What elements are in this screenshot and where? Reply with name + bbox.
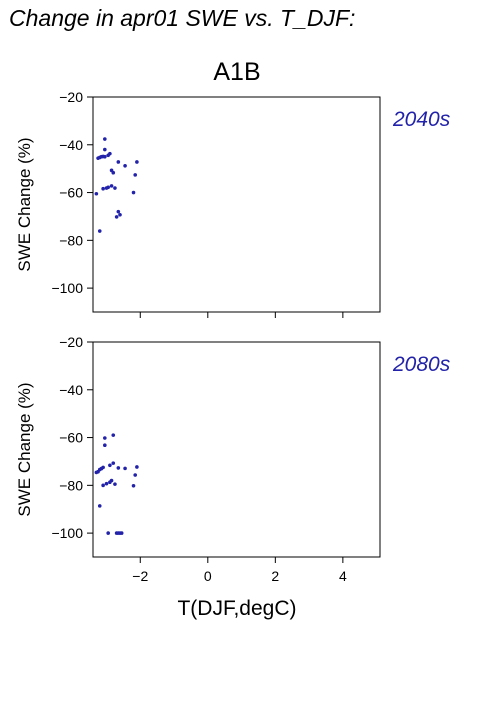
scatter-point [111,433,116,437]
scatter-point [116,209,121,214]
scatter-point [113,482,117,486]
figure-subtitle: A1B [213,58,260,86]
x-tick-label: −2 [132,568,148,584]
scatter-point [114,215,119,219]
y-axis-label: SWE Change (%) [15,137,34,271]
figure-title: Change in apr01 SWE vs. T_DJF: [9,5,355,31]
y-tick-label: −60 [59,430,83,446]
y-tick-label: −20 [59,89,83,105]
scatter-point [123,164,127,168]
scatter-point [97,504,102,508]
scatter-point [135,465,139,469]
scatter-point [108,463,112,468]
scatter-point [116,466,121,470]
scatter-point [108,151,112,156]
y-tick-label: −40 [59,382,83,398]
y-tick-label: −80 [59,232,83,248]
scatter-point [111,461,116,465]
scatter-point [103,147,107,152]
scatter-point [113,186,117,190]
scatter-point [104,481,109,486]
scatter-point [131,484,136,488]
panel-label: 2040s [392,108,451,131]
scatter-point [133,473,138,477]
scatter-point [135,160,139,164]
y-tick-label: −80 [59,477,83,493]
scatter-point [118,212,122,217]
panel-2040s: −20 −40 −60 −80 −100 SWE Change (%) 2040s [15,89,451,318]
scatter-point [133,173,138,177]
scatter-point [103,154,107,159]
scatter-point [109,184,114,188]
scatter-point [123,466,127,471]
panel-label: 2080s [392,353,451,376]
y-axis-label: SWE Change (%) [15,382,34,516]
scatter-point [101,483,105,488]
scatter-point [119,531,124,535]
scatter-point [97,229,102,233]
scatter-point [111,170,116,175]
x-tick-label: 2 [271,568,279,584]
scatter-point [106,185,110,190]
x-tick-label: 0 [204,568,212,584]
scatter-point [106,531,110,535]
scatter-point [103,436,107,440]
y-tick-label: −40 [59,137,83,153]
scatter-point [109,478,114,483]
scatter-point [94,191,99,196]
scatter-point [103,137,107,141]
x-tick-label: 4 [339,568,347,584]
x-axis-label: T(DJF,degC) [177,597,296,620]
y-tick-label: −20 [59,334,83,350]
scatter-point [101,465,105,470]
scatter-point [101,186,105,191]
scatter-point [116,160,121,164]
scatter-point [103,443,107,448]
plot-frame [92,96,381,313]
scatter-point [131,190,136,195]
plot-frame [92,341,381,558]
y-tick-label: −100 [51,280,83,296]
y-tick-label: −100 [51,525,83,541]
y-tick-label: −60 [59,185,83,201]
